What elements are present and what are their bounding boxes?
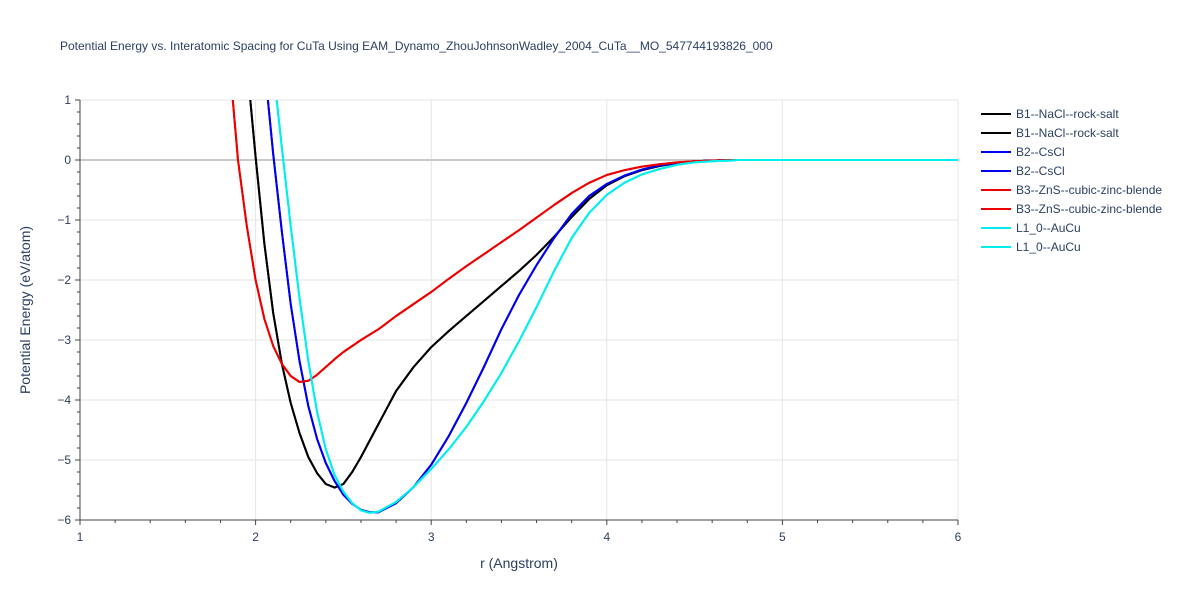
y-tick-label: −1 xyxy=(57,213,71,227)
legend-label: B2--CsCl xyxy=(1016,145,1065,159)
series-line-2 xyxy=(266,100,958,514)
x-axis-title: r (Angstrom) xyxy=(480,555,558,571)
y-tick-label: −5 xyxy=(57,453,71,467)
axes: 1 2 3 4 5 6 1 0 −1 −2 −3 −4 −5 −6 xyxy=(57,93,961,544)
legend-item[interactable]: B1--NaCl--rock-salt xyxy=(981,126,1119,140)
series-line-1 xyxy=(249,100,958,489)
legend-label: L1_0--AuCu xyxy=(1016,240,1081,254)
y-tick-label: −4 xyxy=(57,393,71,407)
legend[interactable]: B1--NaCl--rock-salt B1--NaCl--rock-salt B2… xyxy=(981,107,1162,254)
x-tick-label: 4 xyxy=(603,530,610,544)
legend-item[interactable]: L1_0--AuCu xyxy=(981,221,1081,235)
y-tick-label: 1 xyxy=(64,93,71,107)
y-tick-label: −3 xyxy=(57,333,71,347)
legend-item[interactable]: B1--NaCl--rock-salt xyxy=(981,107,1119,121)
x-tick-label: 6 xyxy=(955,530,962,544)
x-tick-label: 5 xyxy=(779,530,786,544)
legend-label: B3--ZnS--cubic-zinc-blende xyxy=(1016,183,1162,197)
legend-label: B1--NaCl--rock-salt xyxy=(1016,107,1119,121)
legend-item[interactable]: B3--ZnS--cubic-zinc-blende xyxy=(981,202,1162,216)
grid xyxy=(80,99,959,521)
y-tick-label: −2 xyxy=(57,273,71,287)
x-tick-label: 1 xyxy=(77,530,84,544)
y-tick-label: 0 xyxy=(64,153,71,167)
series-line-3 xyxy=(266,100,958,514)
legend-item[interactable]: L1_0--AuCu xyxy=(981,240,1081,254)
x-tick-label: 2 xyxy=(252,530,259,544)
legend-label: B2--CsCl xyxy=(1016,164,1065,178)
y-axis-title: Potential Energy (eV/atom) xyxy=(17,226,33,394)
legend-item[interactable]: B3--ZnS--cubic-zinc-blende xyxy=(981,183,1162,197)
legend-item[interactable]: B2--CsCl xyxy=(981,164,1065,178)
x-tick-label: 3 xyxy=(428,530,435,544)
series-line-7 xyxy=(275,100,958,514)
y-tick-label: −6 xyxy=(57,513,71,527)
series-line-6 xyxy=(275,100,958,514)
plot-area xyxy=(231,100,958,514)
chart-title: Potential Energy vs. Interatomic Spacing… xyxy=(60,39,773,53)
series-line-5 xyxy=(231,100,958,383)
series-line-0 xyxy=(249,100,958,489)
legend-item[interactable]: B2--CsCl xyxy=(981,145,1065,159)
legend-label: B3--ZnS--cubic-zinc-blende xyxy=(1016,202,1162,216)
legend-label: L1_0--AuCu xyxy=(1016,221,1081,235)
legend-label: B1--NaCl--rock-salt xyxy=(1016,126,1119,140)
